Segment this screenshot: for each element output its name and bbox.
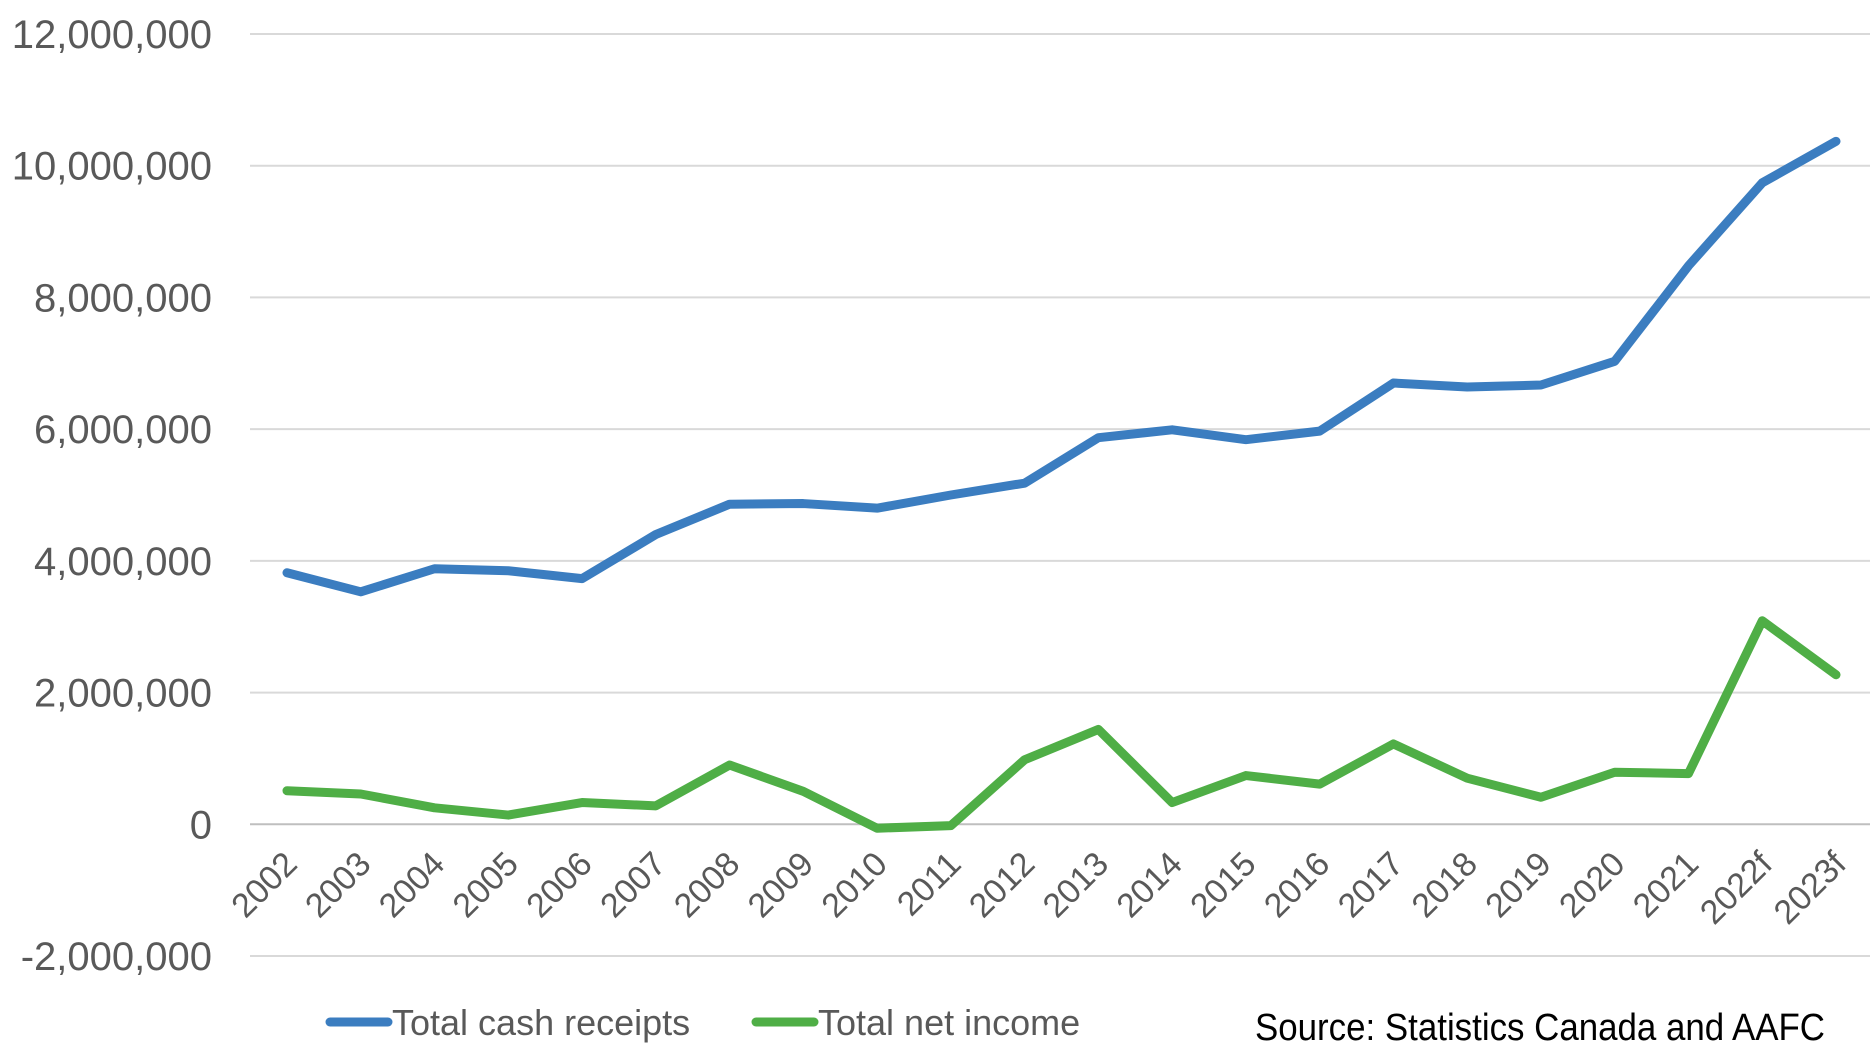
y-axis: -2,000,000 0 2,000,000 4,000,000 6,000,000 8,…: [12, 13, 212, 979]
x-tick-label: 2013: [1036, 845, 1116, 925]
y-tick-label: 0: [190, 803, 212, 847]
series-lines: [282, 136, 1841, 833]
y-tick-label: 12,000,000: [12, 13, 212, 57]
series-line-1: [282, 616, 1841, 833]
y-tick-label: 8,000,000: [34, 276, 212, 320]
x-tick-label: 2015: [1183, 845, 1263, 925]
x-tick-label: 2014: [1109, 845, 1189, 925]
y-tick-label: 4,000,000: [34, 540, 212, 584]
x-axis: 2002200320042005200620072008200920102011…: [224, 844, 1854, 931]
y-tick-label: -2,000,000: [21, 935, 212, 979]
x-tick-label: 2009: [741, 845, 821, 925]
x-tick-label: 2006: [519, 845, 599, 925]
y-tick-label: 10,000,000: [12, 145, 212, 189]
legend-label-cash-receipts: Total cash receipts: [392, 1002, 690, 1043]
x-tick-label: 2021: [1626, 845, 1706, 925]
x-tick-label: 2005: [446, 845, 526, 925]
x-tick-label: 2017: [1331, 845, 1411, 925]
x-tick-label: 2007: [593, 845, 673, 925]
series-line-0: [282, 136, 1841, 597]
x-tick-label: 2008: [667, 845, 747, 925]
y-tick-label: 6,000,000: [34, 408, 212, 452]
gridlines: [250, 33, 1870, 957]
x-tick-label: 2023f: [1767, 844, 1854, 931]
x-tick-label: 2011: [890, 845, 969, 924]
legend-item-net-income: Total net income: [751, 1002, 1080, 1043]
legend: Total cash receipts Total net income: [325, 1002, 1080, 1043]
source-annotation: Source: Statistics Canada and AAFC: [1255, 1007, 1825, 1044]
x-tick-label: 2010: [814, 845, 894, 925]
x-tick-label: 2002: [224, 845, 304, 925]
x-tick-label: 2003: [298, 845, 378, 925]
x-tick-label: 2012: [962, 845, 1042, 925]
x-tick-label: 2004: [372, 845, 452, 925]
x-tick-label: 2016: [1257, 845, 1337, 925]
x-tick-label: 2018: [1404, 845, 1484, 925]
x-tick-label: 2020: [1552, 845, 1632, 925]
legend-label-net-income: Total net income: [818, 1002, 1080, 1043]
legend-item-cash-receipts: Total cash receipts: [325, 1002, 690, 1043]
y-tick-label: 2,000,000: [34, 672, 212, 716]
x-tick-label: 2019: [1478, 845, 1558, 925]
x-tick-label: 2022f: [1693, 844, 1780, 931]
